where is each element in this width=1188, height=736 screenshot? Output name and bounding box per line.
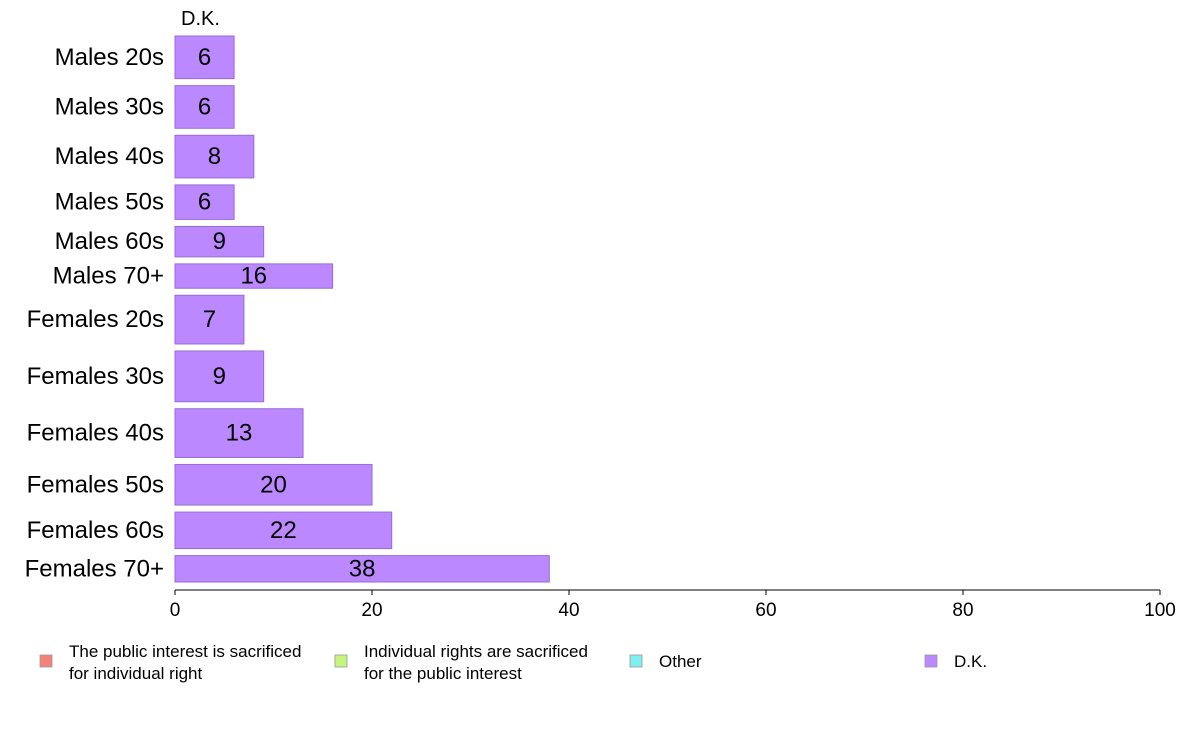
bar-value-label: 13 [226,420,253,447]
category-label: Females 30s [27,363,164,390]
bar-d-k [174,294,245,345]
category-label: Females 40s [27,420,164,447]
bar-d-k [174,35,235,80]
bar-d-k [174,463,373,506]
bars: Males 20s 6 Males 30s 6 Males 40s 8 Males 50s 6… [25,35,550,583]
legend-swatch [334,654,348,668]
legend-label: Other [659,652,702,671]
bar-d-k [174,134,255,179]
category-label: Females 50s [27,471,164,498]
legend-swatch [629,654,643,668]
bar-d-k [174,350,265,403]
x-axis: 0 20 40 60 80 100 [170,589,1176,621]
bar-d-k [174,85,235,129]
x-tick-label: 100 [1144,600,1176,621]
bar-value-label: 6 [198,93,211,120]
bar-value-label: 9 [213,363,226,390]
category-label: Males 50s [55,189,164,216]
bar-value-label: 7 [203,306,216,333]
bar-d-k [174,511,393,550]
category-label: Males 40s [55,143,164,170]
legend-swatch [39,654,53,668]
x-tick-label: 80 [952,600,973,621]
bar-value-label: 6 [198,189,211,216]
legend: The public interest is sacrificed for ind… [39,642,987,683]
x-tick-label: 20 [361,600,382,621]
legend-label: Individual rights are sacrificed for the … [364,642,588,683]
category-label: Males 70+ [53,263,164,290]
bar-value-label: 6 [198,44,211,71]
bar-d-k [174,263,334,289]
category-label: Females 60s [27,517,164,544]
category-label: Males 60s [55,228,164,255]
bar-value-label: 16 [240,263,267,290]
bar-value-label: 9 [213,228,226,255]
x-tick-label: 0 [170,600,181,621]
bar-value-label: 20 [260,471,287,498]
category-label: Males 30s [55,93,164,120]
legend-label: D.K. [954,652,987,671]
bar-value-label: 22 [270,517,297,544]
x-tick-label: 40 [558,600,579,621]
column-header: D.K. [181,8,220,30]
legend-label: The public interest is sacrificed for ind… [69,642,301,683]
legend-swatch [924,654,938,668]
category-label: Females 70+ [25,555,164,582]
category-label: Females 20s [27,306,164,333]
bar-d-k [174,225,265,258]
bar-value-label: 8 [208,143,221,170]
category-label: Males 20s [55,44,164,71]
bar-d-k [174,184,235,220]
x-tick-label: 60 [755,600,776,621]
bar-d-k [174,555,550,583]
bar-d-k [174,408,304,458]
bar-value-label: 38 [349,555,376,582]
